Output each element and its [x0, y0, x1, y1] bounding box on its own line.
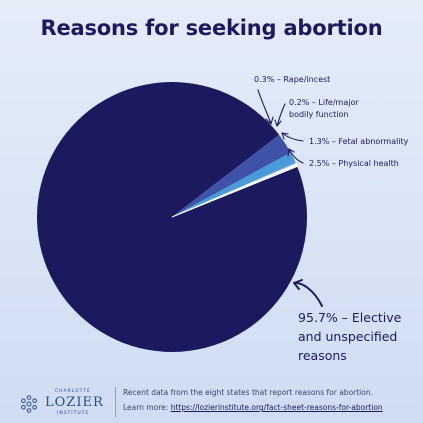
- learn-more-link[interactable]: https://lozierinstitute.org/fact-sheet-r…: [170, 403, 383, 412]
- leader-arrowhead-4: [265, 116, 274, 125]
- pie-slice-1: [172, 134, 291, 217]
- leader-arrowhead-3: [274, 119, 282, 127]
- slice-label-4-line-0: 0.3% – Rape/incest: [254, 75, 330, 84]
- pie-slice-2: [172, 152, 296, 217]
- slice-label-0-line-1: and unspecified: [298, 329, 397, 344]
- leader-arrow-4: [257, 89, 272, 125]
- logo-top-text: CHARLOTTE: [55, 389, 91, 394]
- slice-label-3-line-0: 0.2% – Life/major: [289, 98, 359, 107]
- leader-arrow-1: [288, 148, 304, 164]
- slice-label-1-line-0: 2.5% – Physical health: [309, 159, 399, 168]
- annotation-leaders: [257, 89, 323, 307]
- lozier-logo: CHARLOTTE LOZIER INSTITUTE: [18, 389, 108, 419]
- footer-learn-more: Learn more: https://lozierinstitute.org/…: [123, 403, 383, 412]
- leader-arrow-3: [276, 103, 286, 127]
- leader-arrowhead-2: [281, 132, 289, 140]
- footer: CHARLOTTE LOZIER INSTITUTE Recent data f…: [0, 383, 423, 423]
- footer-source-note: Recent data from the eight states that r…: [123, 388, 373, 397]
- slice-label-3-line-1: bodily function: [289, 110, 348, 119]
- pie-slices: [36, 81, 307, 352]
- leader-arrowhead-1: [287, 148, 295, 157]
- slice-label-0-line-0: 95.7% – Elective: [298, 310, 402, 325]
- leader-arrow-0: [293, 281, 323, 307]
- chart-title: Reasons for seeking abortion: [40, 16, 383, 40]
- leader-arrow-2: [281, 132, 304, 142]
- footer-divider: [115, 387, 116, 417]
- pie-slice-4: [171, 163, 298, 218]
- slice-label-0-line-2: reasons: [298, 348, 347, 363]
- leader-arrowhead-0: [293, 279, 303, 290]
- logo-bottom-text: INSTITUTE: [57, 411, 90, 416]
- annotation-labels: 95.7% – Elective and unspecified reasons 2.…: [254, 75, 409, 363]
- slice-label-2-line-0: 1.3% – Fetal abnormality: [309, 137, 409, 146]
- logo-main-text: LOZIER: [45, 395, 104, 410]
- learn-more-label: Learn more:: [123, 403, 171, 412]
- snowflake-icon: [21, 395, 37, 413]
